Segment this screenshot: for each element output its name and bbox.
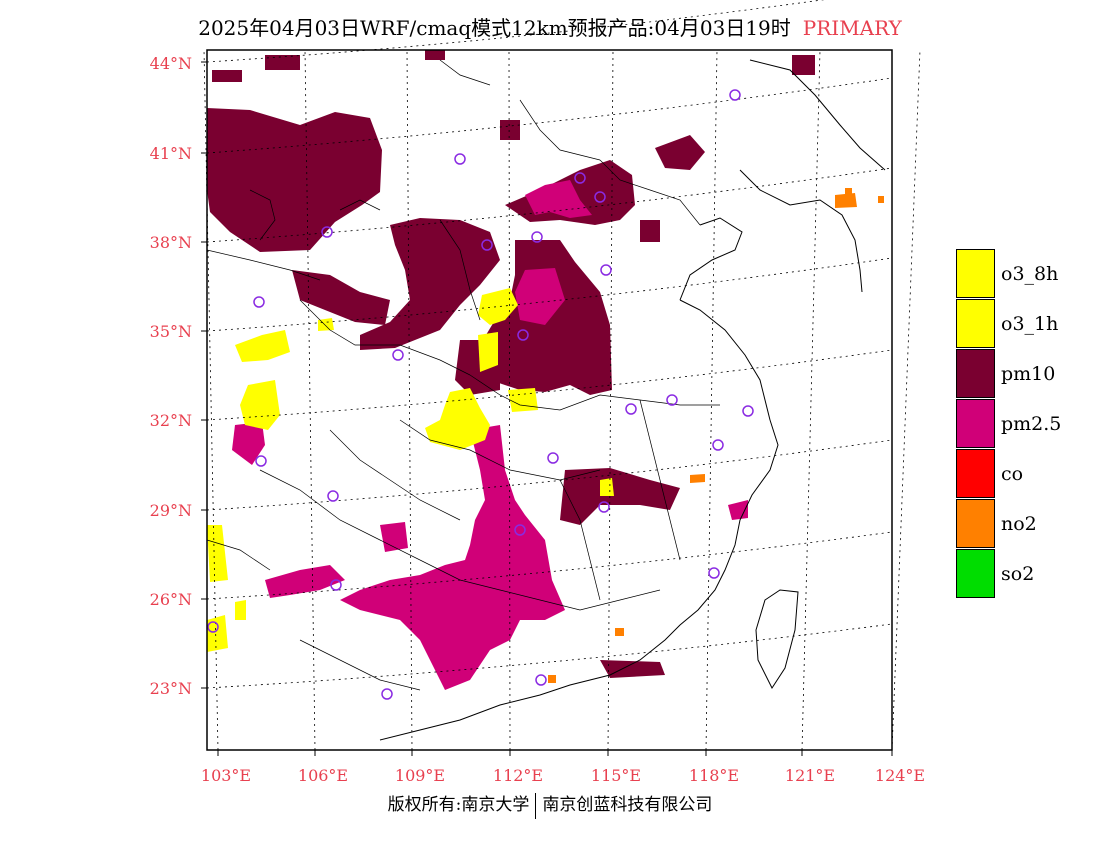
map-title: 2025年04月03日WRF/cmaq模式12km预报产品:04月03日19时 P… — [0, 12, 1100, 41]
copyright-right: 南京创蓝科技有限公司 — [542, 795, 713, 815]
lat-label: 44°N — [149, 54, 192, 73]
city-marker — [321, 226, 333, 238]
legend-swatch — [956, 549, 995, 598]
lat-label: 26°N — [149, 590, 192, 609]
legend-label: o3_1h — [1001, 313, 1059, 335]
lat-label: 35°N — [149, 322, 192, 341]
legend-label: pm10 — [1001, 363, 1056, 385]
city-marker — [712, 439, 724, 451]
city-marker — [517, 329, 529, 341]
city-marker — [594, 191, 606, 203]
lat-label: 29°N — [149, 501, 192, 520]
primary-tag: PRIMARY — [802, 16, 902, 40]
lon-label: 106°E — [297, 766, 349, 785]
pollutant-legend: o3_8h o3_1h pm10 pm2.5 co no2 so2 — [956, 249, 1096, 599]
legend-item-no2: no2 — [956, 499, 1096, 549]
legend-item-pm10: pm10 — [956, 349, 1096, 399]
coastline — [379, 59, 886, 741]
lon-label: 118°E — [688, 766, 740, 785]
legend-label: co — [1001, 463, 1024, 485]
city-marker — [514, 524, 526, 536]
city-marker — [255, 455, 267, 467]
legend-label: no2 — [1001, 513, 1037, 535]
city-marker — [392, 349, 404, 361]
city-marker — [666, 394, 678, 406]
lat-label: 23°N — [149, 679, 192, 698]
city-marker — [327, 490, 339, 502]
legend-item-o3-1h: o3_1h — [956, 299, 1096, 349]
city-marker — [207, 621, 219, 633]
city-marker — [330, 579, 342, 591]
footer-separator — [535, 792, 537, 819]
legend-item-so2: so2 — [956, 549, 1096, 599]
no2-regions — [548, 188, 884, 683]
lon-label: 124°E — [874, 766, 926, 785]
city-marker — [625, 403, 637, 415]
lon-label: 115°E — [590, 766, 642, 785]
legend-item-pm25: pm2.5 — [956, 399, 1096, 449]
legend-item-co: co — [956, 449, 1096, 499]
city-marker — [481, 239, 493, 251]
lat-label: 41°N — [149, 144, 192, 163]
city-marker — [381, 688, 393, 700]
lon-label: 121°E — [784, 766, 836, 785]
legend-item-o3-8h: o3_8h — [956, 249, 1096, 299]
pm25-regions — [232, 180, 748, 690]
city-markers — [207, 89, 754, 700]
legend-label: pm2.5 — [1001, 413, 1062, 435]
legend-swatch — [956, 499, 995, 548]
legend-swatch — [956, 449, 995, 498]
plot-area — [201, 0, 921, 756]
copyright-footer: 版权所有:南京大学 南京创蓝科技有限公司 — [0, 790, 1100, 819]
legend-swatch — [956, 249, 995, 298]
city-marker — [742, 405, 754, 417]
city-marker — [253, 296, 265, 308]
city-marker — [574, 172, 586, 184]
lat-label: 38°N — [149, 233, 192, 252]
city-marker — [729, 89, 741, 101]
legend-label: so2 — [1001, 563, 1035, 585]
legend-swatch — [956, 349, 995, 398]
lon-label: 112°E — [492, 766, 544, 785]
city-marker — [454, 153, 466, 165]
legend-label: o3_8h — [1001, 263, 1059, 285]
copyright-left: 版权所有:南京大学 — [387, 795, 530, 815]
city-marker — [598, 501, 610, 513]
title-text: 2025年04月03日WRF/cmaq模式12km预报产品:04月03日19时 — [198, 16, 791, 40]
graticule — [203, 0, 921, 751]
map-frame — [206, 49, 893, 751]
lon-label: 109°E — [394, 766, 446, 785]
city-marker — [708, 567, 720, 579]
legend-swatch — [956, 399, 995, 448]
city-marker — [600, 264, 612, 276]
city-marker — [531, 231, 543, 243]
lat-label: 32°N — [149, 411, 192, 430]
legend-swatch — [956, 299, 995, 348]
lon-label: 103°E — [200, 766, 252, 785]
city-marker — [547, 452, 559, 464]
axis-ticks — [201, 61, 893, 756]
o3-regions — [207, 288, 614, 652]
city-marker — [535, 674, 547, 686]
